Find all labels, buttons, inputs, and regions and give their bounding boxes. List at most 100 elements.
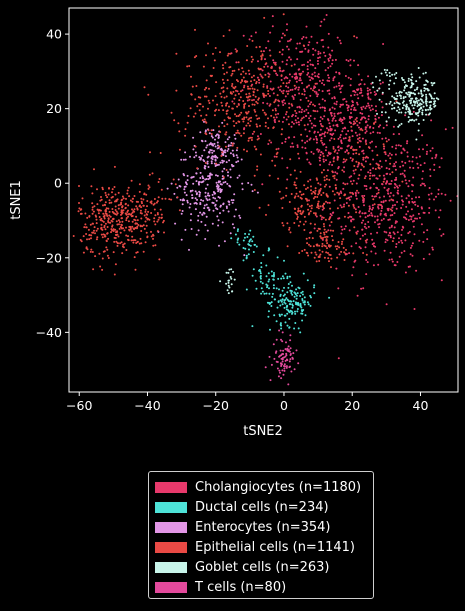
data-point <box>310 76 313 79</box>
data-point <box>306 242 309 245</box>
data-point <box>331 170 334 173</box>
data-point <box>265 46 268 49</box>
data-point <box>358 145 361 148</box>
data-point <box>313 292 316 295</box>
data-point <box>314 212 317 215</box>
data-point <box>393 226 396 229</box>
data-point <box>306 301 309 304</box>
data-point <box>314 49 317 52</box>
data-point <box>318 260 321 262</box>
data-point <box>253 189 256 191</box>
data-point <box>336 207 339 210</box>
data-point <box>116 242 119 244</box>
data-point <box>96 236 99 239</box>
data-point <box>92 210 95 213</box>
data-point <box>199 177 202 179</box>
data-point <box>225 145 227 148</box>
data-point <box>324 236 327 239</box>
data-point <box>248 124 251 127</box>
data-point <box>378 87 381 90</box>
x-axis-label: tSNE2 <box>243 424 283 439</box>
legend-entry: Goblet cells (n=263) <box>155 557 373 577</box>
data-point <box>225 102 228 105</box>
data-point <box>372 206 374 209</box>
data-point <box>327 76 330 79</box>
data-point <box>116 223 119 226</box>
data-point <box>394 222 397 224</box>
data-point <box>278 120 281 123</box>
data-point <box>282 32 284 35</box>
data-point <box>388 168 391 170</box>
data-point <box>413 201 416 203</box>
data-point <box>414 217 417 220</box>
data-point <box>336 158 339 161</box>
data-point <box>292 352 295 355</box>
data-point <box>320 171 323 174</box>
data-point <box>320 237 323 239</box>
data-point <box>358 121 361 124</box>
data-point <box>228 29 231 32</box>
data-point <box>318 89 321 92</box>
data-point <box>100 223 103 226</box>
data-point <box>405 92 408 94</box>
data-point <box>257 98 260 101</box>
data-point <box>420 206 423 209</box>
data-point <box>298 252 301 254</box>
data-point <box>228 159 231 162</box>
data-point <box>250 76 253 79</box>
data-point <box>288 81 290 84</box>
data-point <box>144 241 147 244</box>
data-point <box>384 151 387 154</box>
data-point <box>393 107 396 110</box>
data-point <box>246 45 249 47</box>
data-point <box>415 88 418 91</box>
data-point <box>325 178 328 181</box>
data-point <box>205 121 208 124</box>
data-point <box>304 220 307 223</box>
data-point <box>274 351 277 354</box>
data-point <box>267 310 270 313</box>
data-point <box>205 146 208 149</box>
data-point <box>377 167 380 170</box>
data-point <box>288 350 291 353</box>
data-point <box>250 139 253 141</box>
data-point <box>378 98 381 101</box>
data-point <box>353 122 356 125</box>
data-point <box>420 107 423 109</box>
data-point <box>317 50 320 53</box>
data-point <box>381 111 383 114</box>
data-point <box>437 98 440 101</box>
data-point <box>345 103 348 106</box>
data-point <box>350 125 353 128</box>
data-point <box>342 158 345 161</box>
data-point <box>286 23 288 26</box>
data-point <box>340 103 343 106</box>
data-point <box>126 189 129 192</box>
data-point <box>290 193 293 195</box>
data-point <box>207 129 210 132</box>
data-point <box>431 246 434 249</box>
data-point <box>307 213 310 216</box>
data-point <box>237 228 239 231</box>
data-point <box>295 47 298 50</box>
data-point <box>323 143 326 146</box>
data-point <box>93 205 96 208</box>
data-point <box>142 250 145 253</box>
data-point <box>401 180 404 183</box>
data-point <box>422 119 425 121</box>
data-point <box>297 207 300 210</box>
data-point <box>363 194 366 197</box>
data-point <box>369 187 372 190</box>
data-point <box>420 223 423 226</box>
data-point <box>287 40 289 43</box>
data-point <box>310 122 313 125</box>
data-point <box>247 69 250 72</box>
data-point <box>131 211 134 214</box>
data-point <box>376 89 379 92</box>
data-point <box>96 227 99 230</box>
data-point <box>114 209 117 211</box>
data-point <box>326 235 329 238</box>
data-point <box>281 303 284 306</box>
data-point <box>283 367 286 370</box>
data-point <box>248 38 251 41</box>
